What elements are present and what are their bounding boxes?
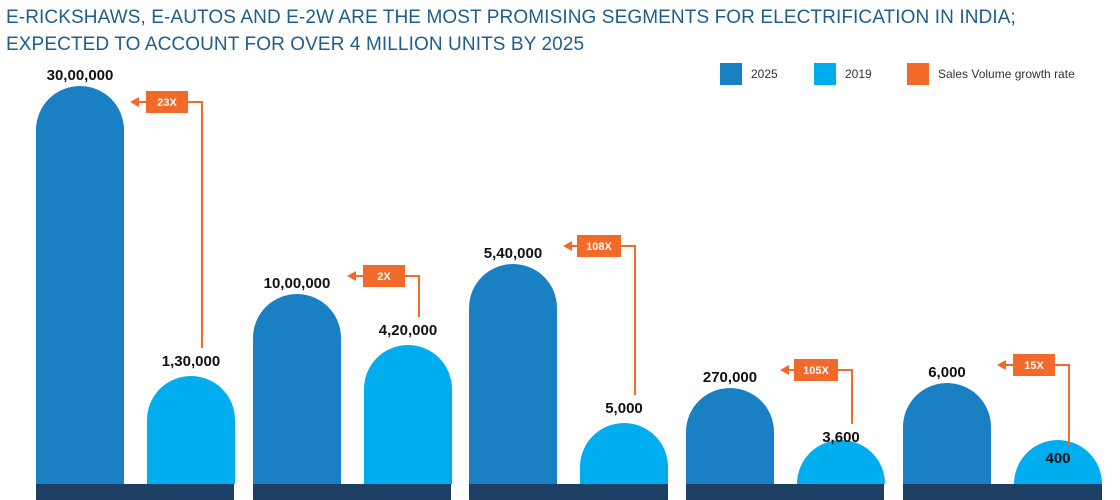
- legend-label-2025: 2025: [751, 67, 778, 81]
- value-label-2019-group-3: 5,000: [605, 400, 643, 417]
- growth-rate-label-group-4: 105X: [803, 365, 829, 377]
- chart-title-line-2: EXPECTED TO ACCOUNT FOR OVER 4 MILLION U…: [6, 34, 585, 55]
- bar-2019-group-4: [797, 440, 885, 484]
- value-label-2019-group-2: 4,20,000: [379, 322, 437, 339]
- value-label-2025-group-2: 10,00,000: [264, 275, 331, 292]
- value-label-2019-group-4: 3,600: [822, 429, 860, 446]
- legend-label-2019: 2019: [845, 67, 872, 81]
- growth-connector-group-1: [138, 101, 203, 348]
- growth-connector-group-3: [571, 245, 636, 395]
- bar-2019-group-3: [580, 423, 668, 484]
- legend-label-growth-rate: Sales Volume growth rate: [938, 67, 1075, 81]
- bar-2025-group-2: [253, 294, 341, 484]
- value-label-2025-group-1: 30,00,000: [47, 67, 114, 84]
- bar-2025-group-1: [36, 86, 124, 484]
- value-label-2019-group-5: 400: [1045, 450, 1070, 467]
- growth-arrowhead-group-1: [130, 97, 139, 107]
- value-label-2025-group-4: 270,000: [703, 369, 757, 386]
- legend-item-2019: 2019: [814, 63, 872, 85]
- growth-arrowhead-group-3: [563, 241, 572, 251]
- bar-2019-group-5: [1014, 440, 1102, 484]
- growth-rate-label-group-5: 15X: [1024, 360, 1044, 372]
- growth-rate-label-group-1: 23X: [157, 97, 177, 109]
- growth-rate-label-group-3: 108X: [586, 241, 612, 253]
- value-label-2025-group-5: 6,000: [928, 364, 966, 381]
- growth-arrowhead-group-5: [997, 360, 1006, 370]
- growth-rate-label-group-2: 2X: [377, 271, 391, 283]
- growth-arrowhead-group-4: [780, 365, 789, 375]
- growth-connector-group-5: [1005, 364, 1070, 445]
- category-1-base-strip: [36, 484, 234, 500]
- growth-arrowhead-group-2: [347, 271, 356, 281]
- chart-title-line-1: E-RICKSHAWS, E-AUTOS AND E-2W ARE THE MO…: [6, 7, 1016, 28]
- legend-swatch-growth-rate: [907, 63, 929, 85]
- legend-item-2025: 2025: [720, 63, 778, 85]
- category-5-base-strip: [903, 484, 1102, 500]
- bar-2025-group-4: [686, 388, 774, 484]
- value-label-2019-group-1: 1,30,000: [162, 353, 220, 370]
- growth-rate-box-group-2: [363, 265, 405, 287]
- category-3-base-strip: [469, 484, 668, 500]
- legend-swatch-2025: [720, 63, 742, 85]
- chart-title: E-RICKSHAWS, E-AUTOS AND E-2W ARE THE MO…: [6, 4, 1106, 58]
- legend-swatch-2019: [814, 63, 836, 85]
- legend-item-growth-rate: Sales Volume growth rate: [907, 63, 1075, 85]
- growth-rate-box-group-5: [1013, 354, 1055, 376]
- bar-2019-group-1: [147, 376, 235, 484]
- growth-rate-box-group-3: [577, 235, 621, 257]
- growth-rate-box-group-4: [794, 359, 838, 381]
- category-2-base-strip: [253, 484, 451, 500]
- bar-2019-group-2: [364, 345, 452, 484]
- value-label-2025-group-3: 5,40,000: [484, 245, 542, 262]
- bar-2025-group-3: [469, 264, 557, 484]
- bar-2025-group-5: [903, 383, 991, 484]
- category-4-base-strip: [686, 484, 884, 500]
- growth-rate-box-group-1: [146, 91, 188, 113]
